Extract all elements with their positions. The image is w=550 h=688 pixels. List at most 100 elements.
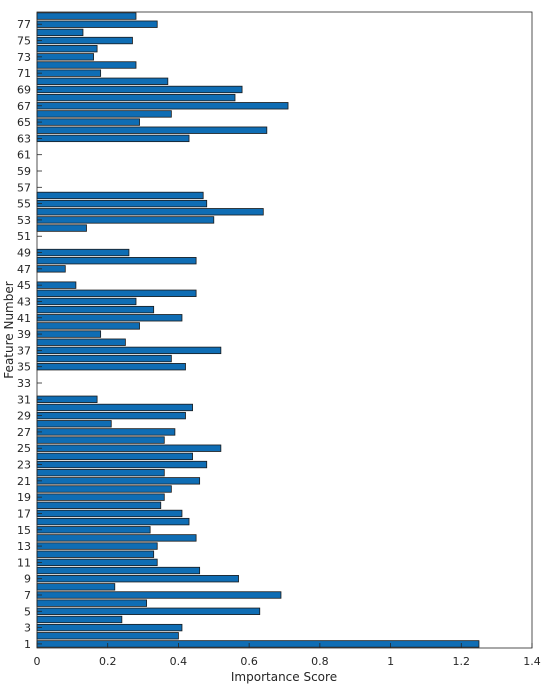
bar-feature-76 [36, 28, 84, 37]
bar-feature-52 [36, 224, 87, 232]
bar-feature-10 [36, 566, 201, 575]
y-tick-label: 19 [17, 491, 31, 504]
bar-feature-77 [36, 20, 158, 28]
y-tick-label: 47 [17, 263, 31, 276]
y-tick-label: 51 [17, 230, 31, 243]
y-tick-label: 77 [17, 18, 31, 31]
x-tick-label: 1.4 [523, 655, 541, 668]
bar-feature-64 [36, 126, 268, 134]
y-tick-label: 59 [17, 165, 31, 178]
bar-feature-78 [36, 12, 137, 20]
bar-feature-36 [36, 354, 172, 363]
bar-feature-9 [36, 575, 239, 583]
bar-feature-70 [36, 77, 169, 85]
bar-feature-3 [36, 623, 183, 632]
y-tick-label: 29 [17, 410, 31, 423]
bar-feature-25 [36, 444, 222, 452]
y-tick-label: 45 [17, 279, 31, 292]
y-tick-label: 3 [24, 622, 31, 635]
y-tick-label: 73 [17, 51, 31, 64]
y-tick-label: 5 [24, 605, 31, 618]
bar-feature-24 [36, 452, 193, 461]
y-tick-label: 55 [17, 198, 31, 211]
bar-feature-4 [36, 615, 123, 624]
bar-feature-8 [36, 583, 116, 591]
bar-feature-27 [36, 428, 176, 436]
y-tick-label: 75 [17, 35, 31, 48]
x-axis: 0 0.2 0.4 0.6 0.8 1 1.2 1.4 [34, 643, 541, 668]
bar-feature-54 [36, 208, 264, 216]
bar-feature-55 [36, 199, 208, 208]
bar-feature-43 [36, 297, 137, 306]
y-axis: 1357911131517192123252729313335373941434… [17, 18, 42, 651]
bar-feature-22 [36, 469, 165, 477]
bar-feature-1 [36, 640, 480, 648]
y-tick-label: 69 [17, 83, 31, 96]
bar-feature-14 [36, 534, 197, 542]
bar-feature-63 [36, 134, 190, 143]
y-tick-label: 13 [17, 540, 31, 553]
bar-feature-53 [36, 216, 215, 224]
bar-feature-41 [36, 314, 183, 322]
y-tick-label: 25 [17, 442, 31, 455]
bar-feature-5 [36, 607, 261, 615]
bar-feature-29 [36, 411, 186, 420]
bar-feature-20 [36, 485, 172, 493]
bar-feature-11 [36, 558, 158, 567]
bar-feature-38 [36, 338, 126, 346]
bar-feature-74 [36, 45, 98, 53]
y-tick-label: 11 [17, 556, 31, 569]
bar-feature-6 [36, 599, 148, 607]
x-tick-label: 0.6 [240, 655, 258, 668]
bar-feature-67 [36, 102, 289, 110]
bar-feature-16 [36, 517, 190, 526]
y-tick-label: 53 [17, 214, 31, 227]
y-tick-label: 37 [17, 344, 31, 357]
x-tick-label: 0.4 [170, 655, 188, 668]
x-axis-title: Importance Score [231, 670, 337, 684]
x-tick-label: 1.2 [453, 655, 471, 668]
bar-feature-73 [36, 53, 94, 61]
bar-feature-49 [36, 248, 130, 257]
bar-feature-42 [36, 305, 155, 314]
bar-feature-26 [36, 436, 165, 444]
bar-feature-31 [36, 395, 98, 403]
y-tick-label: 63 [17, 132, 31, 145]
y-tick-label: 9 [24, 573, 31, 586]
y-tick-label: 39 [17, 328, 31, 341]
bar-feature-12 [36, 550, 155, 558]
y-tick-label: 1 [24, 638, 31, 651]
y-tick-label: 49 [17, 247, 31, 260]
bar-feature-19 [36, 493, 165, 501]
bar-feature-7 [36, 591, 282, 599]
bar-feature-72 [36, 61, 137, 69]
bar-feature-13 [36, 542, 158, 550]
x-tick-label: 0.8 [311, 655, 329, 668]
bar-feature-23 [36, 460, 208, 469]
y-tick-label: 65 [17, 116, 31, 129]
y-tick-label: 35 [17, 361, 31, 374]
y-tick-label: 71 [17, 67, 31, 80]
bar-feature-68 [36, 93, 236, 102]
bar-feature-37 [36, 346, 222, 355]
bar-feature-18 [36, 501, 162, 509]
y-tick-label: 41 [17, 312, 31, 325]
bar-feature-21 [36, 477, 201, 485]
bar-feature-15 [36, 526, 151, 534]
bar-feature-45 [36, 281, 77, 289]
y-axis-title: Feature Number [2, 281, 16, 378]
bar-feature-69 [36, 85, 243, 94]
plot-frame [36, 11, 533, 649]
bar-feature-2 [36, 632, 179, 640]
bar-feature-17 [36, 509, 183, 518]
bar-feature-65 [36, 118, 140, 126]
y-tick-label: 27 [17, 426, 31, 439]
bar-feature-40 [36, 322, 140, 330]
bar-feature-44 [36, 289, 197, 297]
x-tick-label: 1 [387, 655, 394, 668]
bar-feature-28 [36, 420, 112, 428]
y-tick-label: 31 [17, 393, 31, 406]
y-tick-label: 7 [24, 589, 31, 602]
y-tick-label: 15 [17, 524, 31, 537]
